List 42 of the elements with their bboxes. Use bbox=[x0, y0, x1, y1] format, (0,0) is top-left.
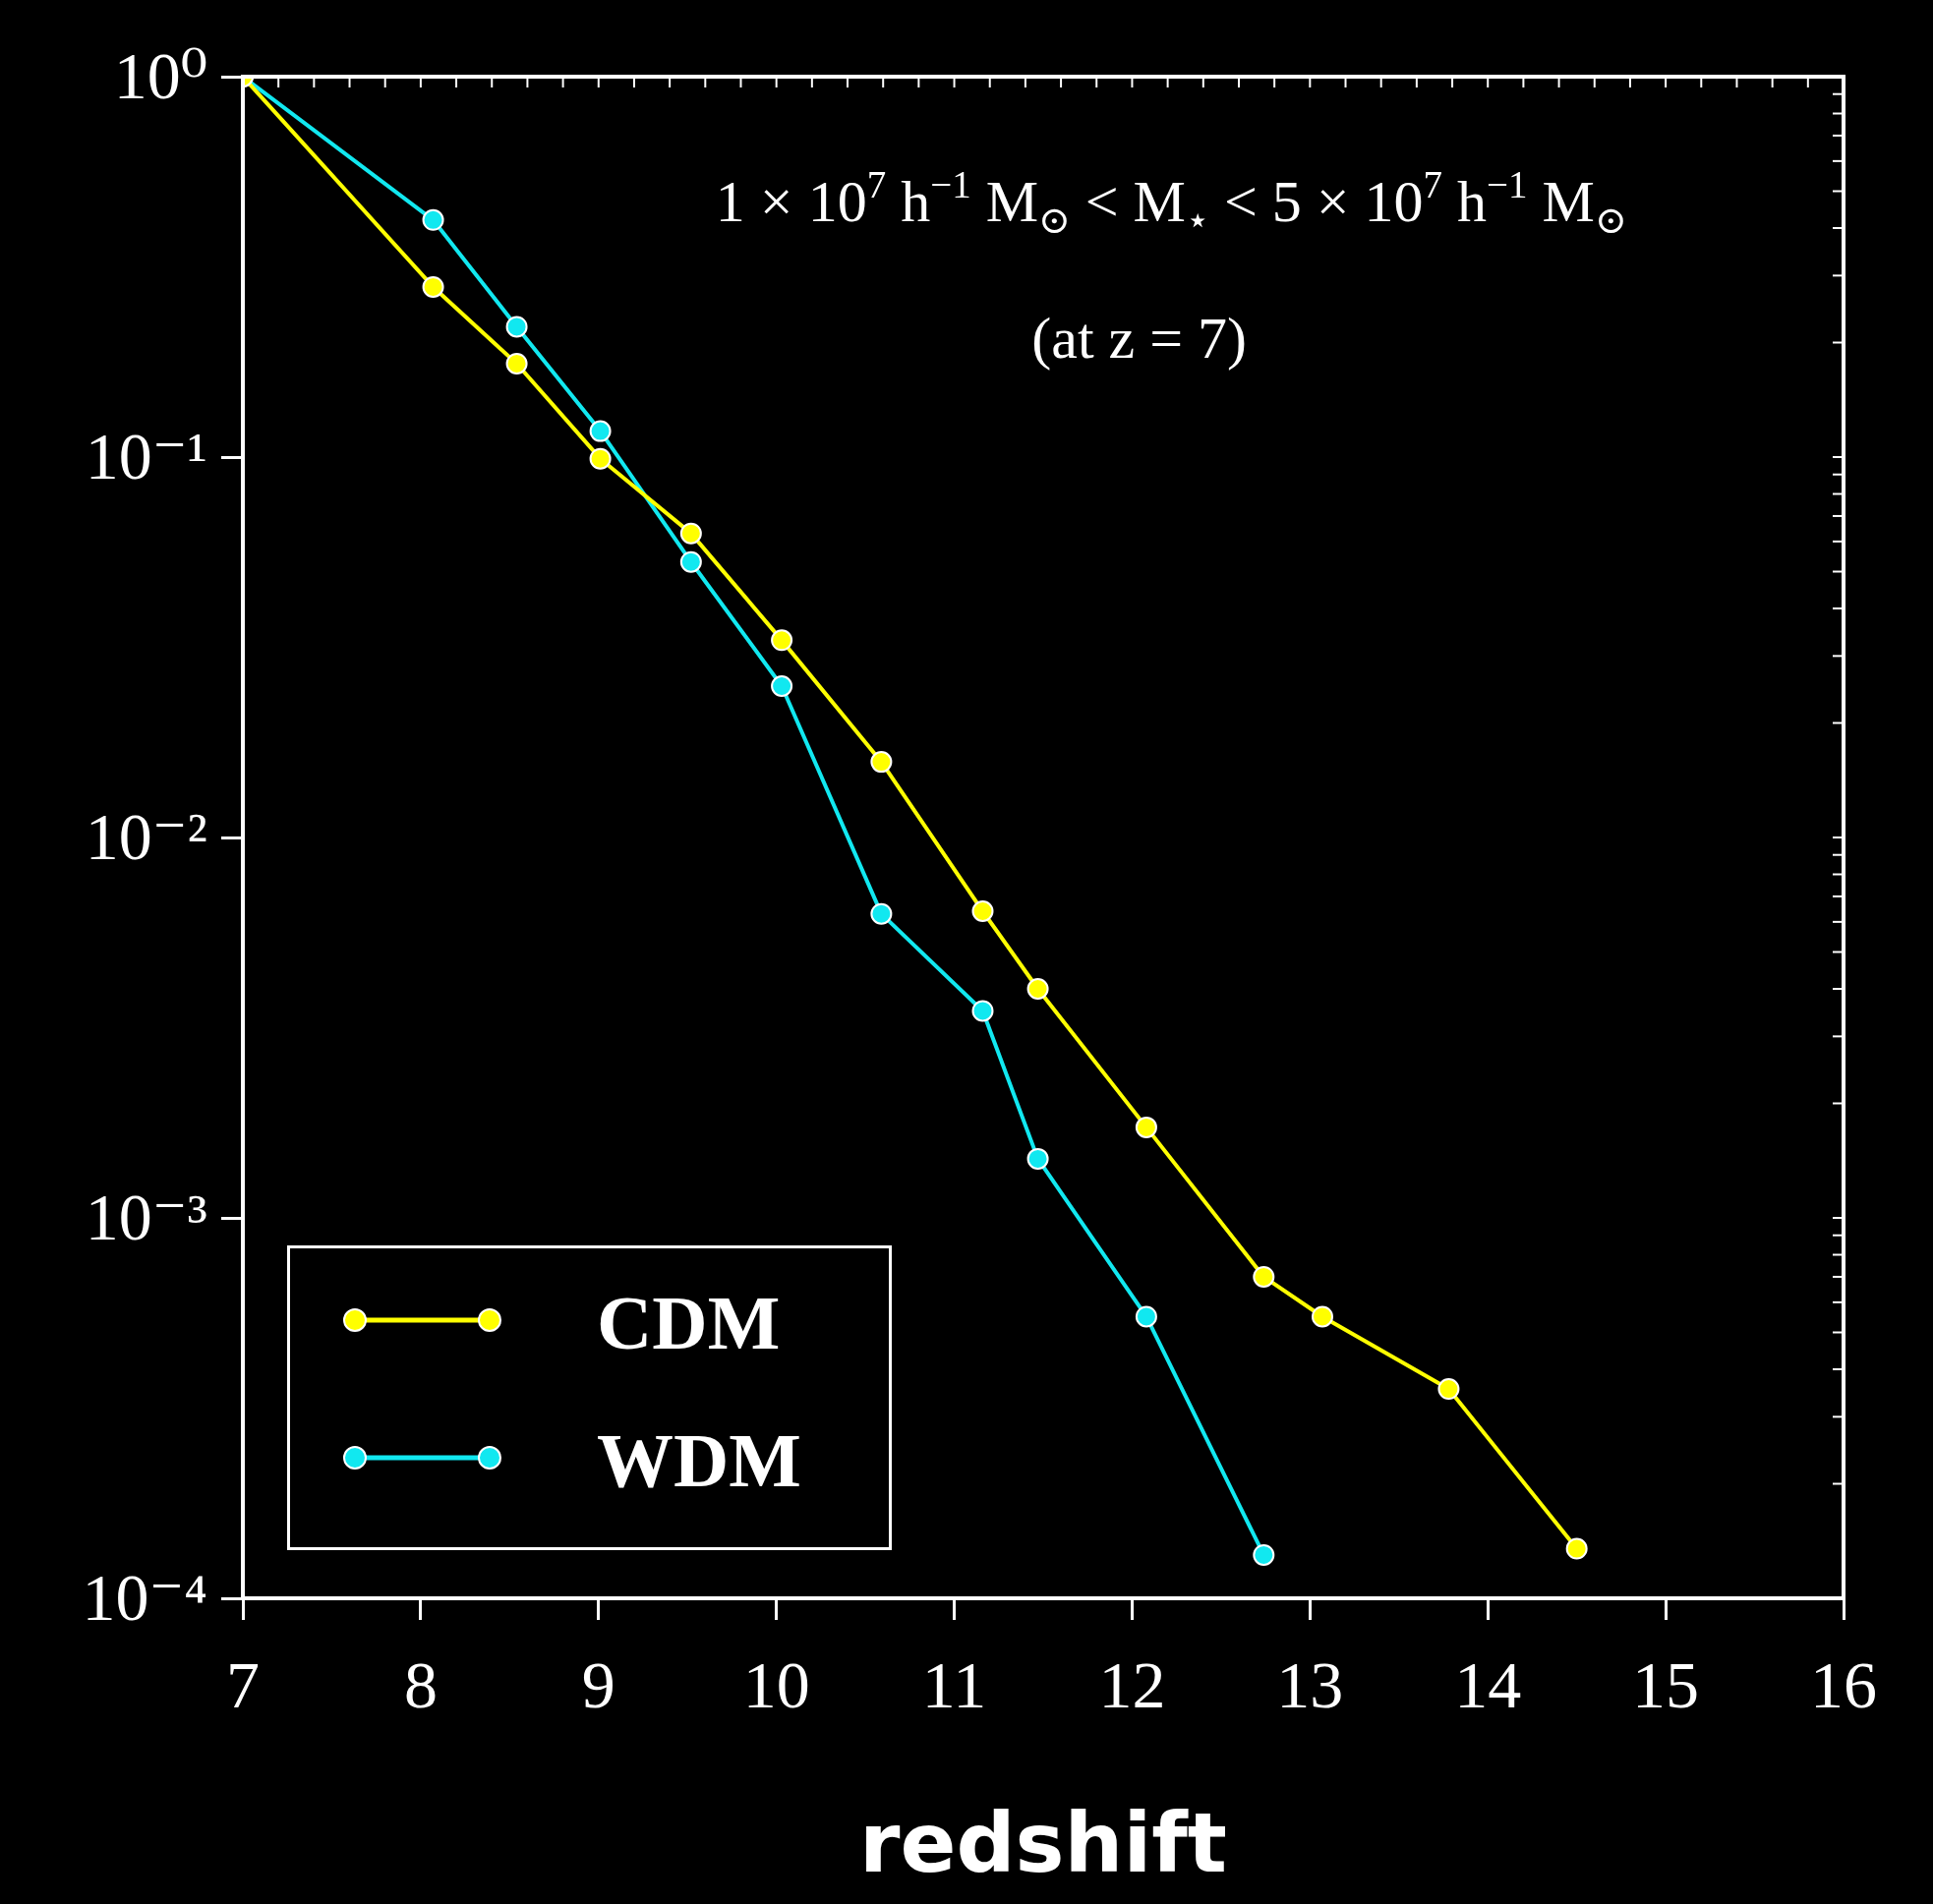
y-tick-label: 10⁻² bbox=[85, 798, 207, 874]
point bbox=[1253, 1265, 1275, 1288]
x-tick-label: 12 bbox=[1098, 1646, 1166, 1722]
point bbox=[1253, 1543, 1275, 1566]
point bbox=[771, 675, 793, 697]
point bbox=[1565, 1537, 1588, 1560]
point bbox=[505, 352, 528, 375]
x-tick-label: 9 bbox=[581, 1646, 615, 1722]
point bbox=[1135, 1305, 1157, 1328]
point bbox=[1437, 1378, 1460, 1401]
y-tick-label: 10⁻¹ bbox=[85, 418, 207, 493]
x-tick-label: 8 bbox=[403, 1646, 438, 1722]
point bbox=[1026, 1147, 1049, 1170]
x-tick-label: 16 bbox=[1810, 1646, 1877, 1722]
x-tick-label: 11 bbox=[921, 1646, 987, 1722]
point bbox=[971, 900, 994, 923]
point bbox=[505, 316, 528, 338]
x-tick-label: 10 bbox=[742, 1646, 810, 1722]
point bbox=[771, 629, 793, 652]
point bbox=[679, 550, 702, 573]
x-tick-label: 14 bbox=[1454, 1646, 1522, 1722]
x-tick-label: 7 bbox=[226, 1646, 260, 1722]
y-tick-label: 10⁰ bbox=[113, 37, 207, 113]
x-tick-label: 15 bbox=[1632, 1646, 1700, 1722]
annotation: (at z = 7) bbox=[1031, 306, 1248, 372]
point bbox=[870, 751, 893, 774]
point bbox=[1312, 1305, 1333, 1328]
point bbox=[679, 522, 702, 545]
x-axis-title: redshift bbox=[859, 1795, 1227, 1892]
legend-label: WDM bbox=[597, 1416, 801, 1505]
y-tick-label: 10⁻³ bbox=[85, 1179, 207, 1254]
legend-label: CDM bbox=[597, 1279, 781, 1367]
point bbox=[971, 1000, 994, 1022]
point bbox=[422, 208, 444, 231]
point bbox=[870, 902, 893, 925]
x-tick-label: 13 bbox=[1276, 1646, 1344, 1722]
point bbox=[422, 275, 444, 298]
point bbox=[589, 447, 612, 470]
point bbox=[1135, 1116, 1157, 1138]
y-tick-label: 10⁻⁴ bbox=[82, 1559, 207, 1635]
point bbox=[1026, 978, 1049, 1000]
point bbox=[589, 420, 612, 442]
